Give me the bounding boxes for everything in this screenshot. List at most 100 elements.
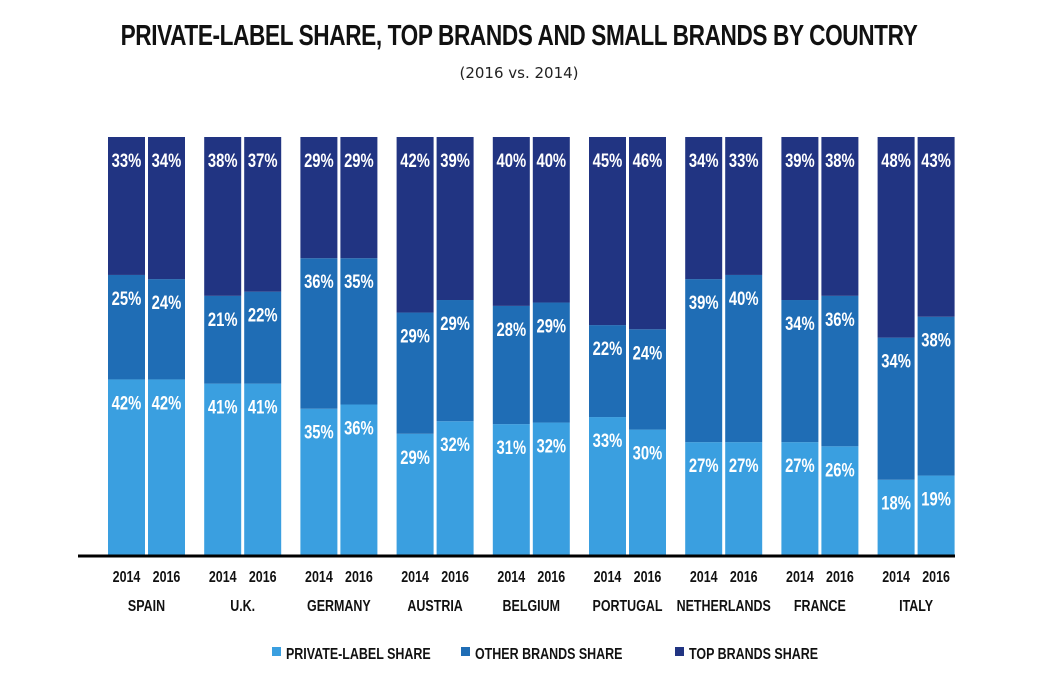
bar-segment-germany-2016-1 bbox=[340, 258, 378, 405]
bar-segment-portugal-2014-2 bbox=[589, 137, 626, 326]
legend-label: TOP BRANDS SHARE bbox=[689, 646, 818, 664]
bar-segment-austria-2014-2 bbox=[396, 137, 434, 313]
bar-value-label: 28% bbox=[496, 319, 526, 340]
bar-value-label: 30% bbox=[633, 443, 663, 464]
bar-segment-spain-2014-1 bbox=[108, 274, 145, 380]
country-label: BELGIUM bbox=[503, 598, 560, 616]
bar-segment-netherlands-2016-1 bbox=[725, 274, 763, 443]
bar-segment-austria-2016-0 bbox=[436, 421, 474, 555]
bar-segment-italy-2016-1 bbox=[917, 316, 955, 476]
year-tick-label: 2014 bbox=[209, 569, 237, 587]
bar-value-label: 41% bbox=[208, 397, 238, 418]
bar-segment-germany-2014-2 bbox=[300, 137, 338, 259]
bar-value-label: 39% bbox=[689, 292, 719, 313]
bar-value-label: 25% bbox=[112, 288, 142, 309]
country-label: GERMANY bbox=[307, 598, 371, 616]
country-label: ITALY bbox=[899, 598, 933, 616]
country-label: U.K. bbox=[230, 598, 255, 616]
bar-value-label: 36% bbox=[344, 418, 374, 439]
year-tick-label: 2014 bbox=[401, 569, 429, 587]
bar-value-label: 34% bbox=[785, 313, 815, 334]
bar-value-label: 40% bbox=[729, 288, 759, 309]
bar-segment-belgium-2014-2 bbox=[492, 137, 530, 306]
bar-segment-italy-2014-1 bbox=[877, 337, 915, 480]
bar-value-label: 34% bbox=[689, 150, 719, 171]
bar-segment-france-2016-1 bbox=[821, 295, 859, 447]
legend-swatch bbox=[272, 647, 281, 656]
bar-value-label: 29% bbox=[440, 313, 470, 334]
bar-value-label: 42% bbox=[112, 393, 142, 414]
bar-segment-france-2014-0 bbox=[781, 442, 819, 555]
bar-segment-spain-2014-0 bbox=[108, 379, 145, 555]
year-tick-label: 2016 bbox=[922, 569, 950, 587]
bar-segment-italy-2014-2 bbox=[877, 137, 915, 338]
bar-segment-france-2014-1 bbox=[781, 300, 819, 443]
bar-segment-belgium-2016-0 bbox=[532, 422, 570, 555]
bar-segment-netherlands-2014-0 bbox=[685, 442, 723, 555]
chart-subtitle: (2016 vs. 2014) bbox=[459, 64, 579, 82]
year-tick-label: 2014 bbox=[305, 569, 333, 587]
legend-label: OTHER BRANDS SHARE bbox=[475, 646, 622, 664]
bar-segment-uk-2016-0 bbox=[244, 383, 282, 555]
bar-segment-netherlands-2016-2 bbox=[725, 137, 763, 275]
bar-segment-spain-2016-2 bbox=[148, 137, 185, 280]
bar-segment-spain-2016-1 bbox=[148, 279, 185, 380]
bar-segment-belgium-2016-2 bbox=[532, 137, 570, 303]
year-tick-label: 2016 bbox=[441, 569, 469, 587]
bar-value-label: 35% bbox=[344, 271, 374, 292]
bar-segment-germany-2014-0 bbox=[300, 408, 338, 555]
bar-value-label: 32% bbox=[536, 436, 566, 457]
labels-layer: 42% 25% 33% 2014 42% 24% 34% 2016 SPAIN 41% 21% 38%… bbox=[112, 150, 951, 615]
year-tick-label: 2016 bbox=[634, 569, 662, 587]
bar-segment-germany-2016-2 bbox=[340, 137, 378, 259]
bar-segment-belgium-2016-1 bbox=[532, 302, 570, 423]
bar-value-label: 42% bbox=[400, 150, 430, 171]
bar-segment-austria-2014-0 bbox=[396, 433, 434, 555]
bar-segment-netherlands-2016-0 bbox=[725, 442, 763, 555]
bar-value-label: 35% bbox=[304, 422, 334, 443]
bar-segment-portugal-2016-0 bbox=[629, 429, 666, 555]
bars-layer bbox=[108, 137, 955, 555]
bar-segment-austria-2016-1 bbox=[436, 300, 474, 422]
country-label: FRANCE bbox=[794, 598, 846, 616]
bar-value-label: 36% bbox=[825, 309, 855, 330]
year-tick-label: 2014 bbox=[690, 569, 718, 587]
country-label: PORTUGAL bbox=[593, 598, 663, 616]
bar-value-label: 39% bbox=[440, 150, 470, 171]
bar-value-label: 36% bbox=[304, 271, 334, 292]
bar-value-label: 39% bbox=[785, 150, 815, 171]
bar-segment-portugal-2014-1 bbox=[589, 325, 626, 418]
bar-value-label: 41% bbox=[248, 397, 278, 418]
bar-value-label: 34% bbox=[152, 150, 182, 171]
bar-segment-austria-2014-1 bbox=[396, 312, 434, 434]
bar-value-label: 40% bbox=[536, 150, 566, 171]
year-tick-label: 2014 bbox=[497, 569, 525, 587]
year-tick-label: 2014 bbox=[113, 569, 141, 587]
chart-title: PRIVATE-LABEL SHARE, TOP BRANDS AND SMAL… bbox=[120, 20, 918, 52]
legend-label: PRIVATE-LABEL SHARE bbox=[286, 646, 431, 664]
bar-value-label: 29% bbox=[304, 150, 334, 171]
bar-segment-italy-2014-0 bbox=[877, 479, 915, 555]
bar-value-label: 31% bbox=[496, 437, 526, 458]
bar-value-label: 40% bbox=[496, 150, 526, 171]
bar-value-label: 38% bbox=[825, 150, 855, 171]
bar-segment-netherlands-2014-1 bbox=[685, 279, 723, 443]
bar-segment-spain-2016-0 bbox=[148, 379, 185, 555]
bar-segment-uk-2014-1 bbox=[204, 295, 242, 384]
year-tick-label: 2014 bbox=[594, 569, 622, 587]
bar-segment-netherlands-2014-2 bbox=[685, 137, 723, 280]
year-tick-label: 2016 bbox=[730, 569, 758, 587]
bar-value-label: 24% bbox=[152, 292, 182, 313]
country-label: SPAIN bbox=[128, 598, 165, 616]
country-label: AUSTRIA bbox=[407, 598, 462, 616]
bar-value-label: 38% bbox=[208, 150, 238, 171]
bar-segment-uk-2014-2 bbox=[204, 137, 242, 296]
country-label: NETHERLANDS bbox=[677, 598, 771, 616]
bar-value-label: 33% bbox=[729, 150, 759, 171]
year-tick-label: 2014 bbox=[882, 569, 910, 587]
bar-value-label: 46% bbox=[633, 150, 663, 171]
bar-segment-france-2016-2 bbox=[821, 137, 859, 296]
bar-segment-austria-2016-2 bbox=[436, 137, 474, 301]
year-tick-label: 2014 bbox=[786, 569, 814, 587]
bar-segment-uk-2014-0 bbox=[204, 383, 242, 555]
